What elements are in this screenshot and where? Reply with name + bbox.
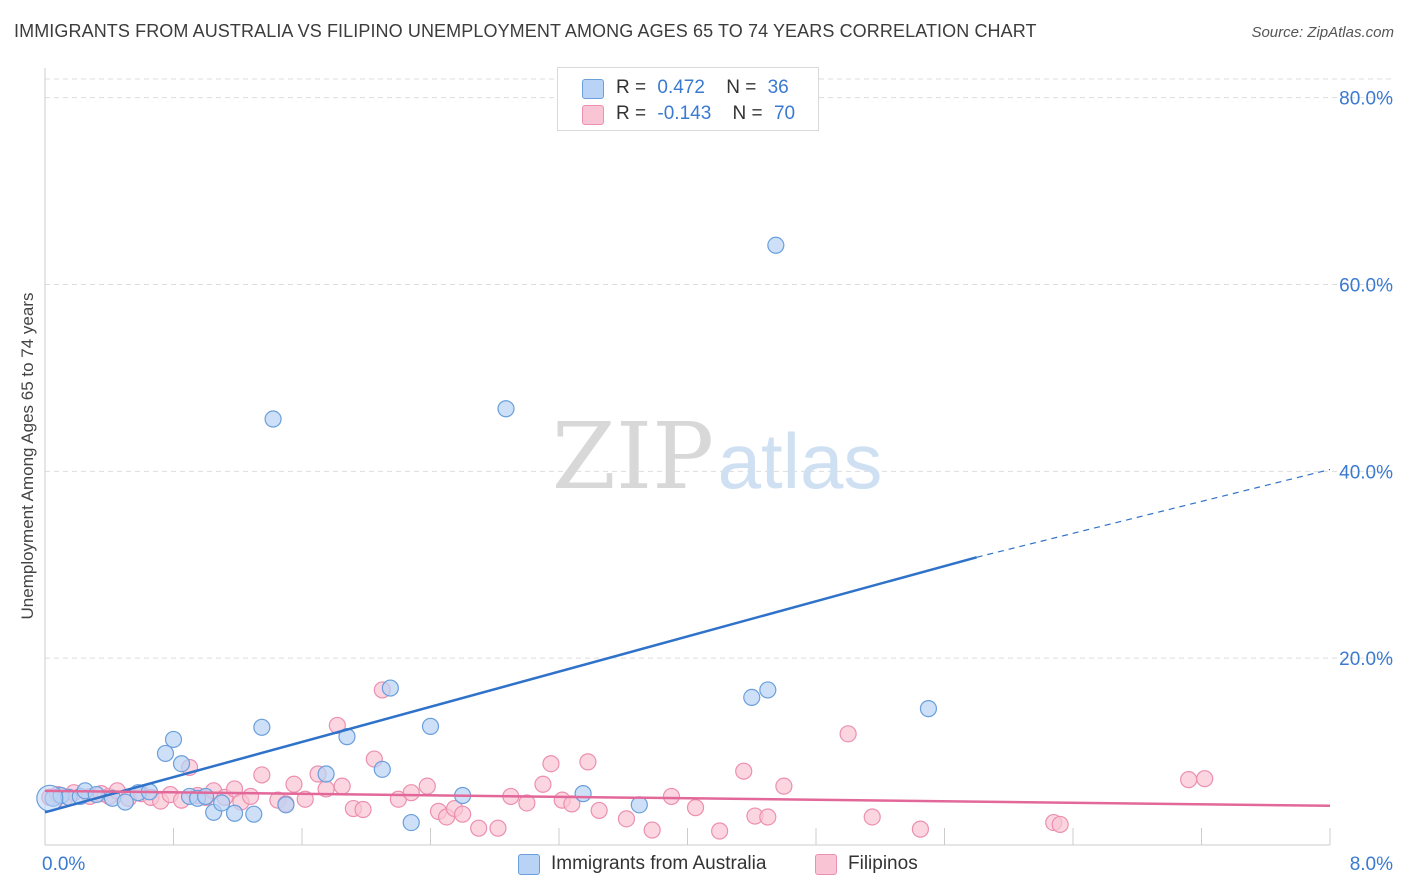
axes <box>44 68 1331 846</box>
australia-point <box>421 717 440 735</box>
australia-point <box>317 765 335 783</box>
australia-point <box>277 796 295 814</box>
filipinos-point <box>579 753 597 771</box>
filipinos-point <box>686 799 705 817</box>
legend-label-filipinos: Filipinos <box>848 853 918 874</box>
legend-swatch-blue <box>518 854 540 875</box>
filipinos-point <box>839 725 857 743</box>
australia-point <box>197 787 215 806</box>
filipinos-point <box>662 787 681 806</box>
filipinos-point <box>1196 770 1214 788</box>
filipinos-point <box>402 784 420 802</box>
filipinos-point <box>711 822 729 840</box>
y-tick-label: 60.0% <box>1339 276 1393 297</box>
source-label: Source: ZipAtlas.com <box>1251 24 1394 41</box>
australia-points <box>36 236 938 832</box>
filipinos-point <box>863 808 881 826</box>
filipinos-point <box>489 819 507 837</box>
australia-point <box>402 813 420 832</box>
legend-text-australia: R = 0.472 N = 36 <box>616 77 789 99</box>
australia-point <box>225 804 244 822</box>
australia-trend-extension <box>976 468 1331 558</box>
filipinos-point <box>418 777 436 795</box>
legend-swatch-pink <box>582 105 604 125</box>
grid-lines <box>45 78 1392 659</box>
filipinos-point <box>518 794 536 812</box>
r-label: R = <box>616 103 647 124</box>
watermark-atlas: atlas <box>718 417 883 505</box>
filipinos-point <box>1180 771 1198 789</box>
filipinos-point <box>911 820 930 838</box>
x-tick-label-min: 0.0% <box>42 854 85 875</box>
trend-lines <box>44 468 1331 814</box>
filipinos-point <box>333 777 351 795</box>
filipinos-point <box>253 766 271 784</box>
y-tick-label: 40.0% <box>1339 462 1393 483</box>
n-value-filipinos: 70 <box>773 103 796 124</box>
n-value-australia: 36 <box>767 77 789 98</box>
australia-point <box>172 755 191 773</box>
australia-point <box>919 700 938 718</box>
watermark-zip: ZIP <box>552 403 714 510</box>
r-value-filipinos: -0.143 <box>657 103 712 124</box>
australia-point <box>743 688 761 707</box>
australia-point <box>245 805 263 823</box>
australia-point <box>767 236 785 254</box>
series-legend: Immigrants from Australia Filipinos <box>0 852 1406 878</box>
legend-swatch-pink <box>815 854 837 875</box>
filipinos-point <box>643 821 661 839</box>
n-label: N = <box>726 77 757 98</box>
australia-point <box>373 760 391 778</box>
tick-labels: 20.0% 40.0% 60.0% 80.0% 0.0% 8.0% <box>42 89 1393 875</box>
legend-label-australia: Immigrants from Australia <box>551 853 767 874</box>
filipinos-point <box>534 775 552 793</box>
filipinos-point <box>590 801 608 820</box>
australia-point <box>759 681 777 699</box>
filipinos-point <box>775 777 793 795</box>
legend-swatch-blue <box>582 79 604 99</box>
australia-point <box>116 793 134 811</box>
filipinos-point <box>285 775 303 793</box>
australia-point <box>381 679 399 697</box>
correlation-legend: R = 0.472 N = 36 R = -0.143 N = 70 <box>557 67 819 131</box>
filipinos-point <box>617 810 636 828</box>
australia-trend-line <box>44 556 977 814</box>
y-tick-label: 80.0% <box>1339 89 1393 110</box>
australia-point <box>213 794 231 812</box>
watermark: ZIP atlas <box>552 403 882 510</box>
australia-point <box>630 796 648 814</box>
australia-point <box>164 730 183 749</box>
australia-point <box>497 400 515 418</box>
australia-point <box>156 744 175 763</box>
filipinos-point <box>296 790 314 808</box>
australia-point <box>574 785 592 803</box>
filipinos-point <box>542 755 560 773</box>
r-label: R = <box>616 77 647 98</box>
filipinos-point <box>242 787 260 806</box>
n-label: N = <box>732 103 763 124</box>
legend-text-filipinos: R = -0.143 N = 70 <box>616 103 795 125</box>
y-tick-label: 20.0% <box>1339 649 1393 670</box>
filipinos-point <box>735 762 753 780</box>
chart-title: IMMIGRANTS FROM AUSTRALIA VS FILIPINO UN… <box>14 21 1037 41</box>
filipinos-trend-line <box>44 789 1331 808</box>
australia-point <box>253 718 271 736</box>
x-tick-label-max: 8.0% <box>1350 854 1393 875</box>
filipinos-point <box>1051 815 1069 834</box>
filipinos-point <box>454 805 472 823</box>
r-value-australia: 0.472 <box>657 77 705 98</box>
australia-point <box>264 410 282 428</box>
filipinos-point <box>354 800 372 819</box>
filipinos-point <box>470 819 488 837</box>
filipinos-point <box>759 808 777 826</box>
